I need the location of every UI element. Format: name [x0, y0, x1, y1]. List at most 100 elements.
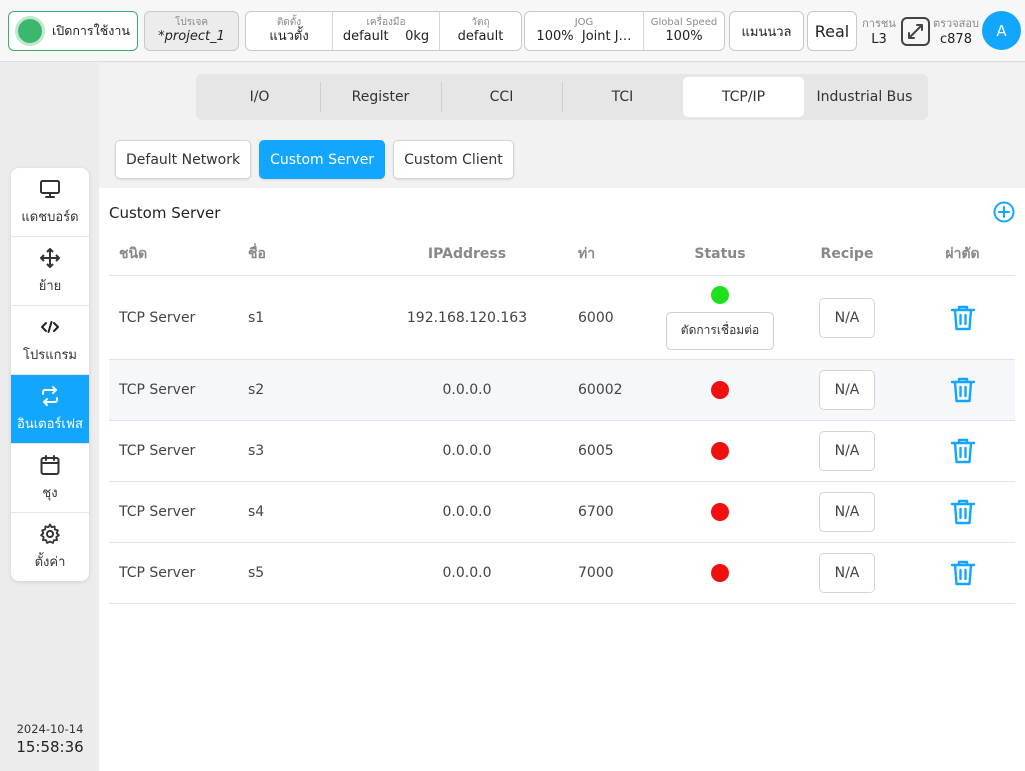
cell-status	[656, 381, 784, 399]
manual-mode-button[interactable]: แมนนวล	[729, 11, 804, 51]
cell-delete	[910, 437, 1015, 465]
subtab-custom-server[interactable]: Custom Server	[259, 140, 386, 179]
jog-mode: Joint J…	[581, 29, 632, 44]
trash-icon[interactable]	[950, 559, 976, 587]
jog-percent: 100%	[536, 29, 574, 44]
trash-icon[interactable]	[950, 437, 976, 465]
recipe-button[interactable]: N/A	[819, 431, 875, 471]
disconnect-button[interactable]: ตัดการเชื่อมต่อ	[665, 311, 775, 350]
jog-speed-group[interactable]: JOG 100% Joint J… Global Speed 100%	[524, 11, 725, 51]
project-label: โปรเจค	[174, 17, 209, 28]
clock: 2024-10-14 15:58:36	[8, 722, 92, 756]
subtab-default-network[interactable]: Default Network	[115, 140, 252, 179]
status-disconnected-icon	[711, 442, 729, 460]
sidebar-item-label: อินเตอร์เฟส	[17, 416, 83, 432]
cell-ip: 0.0.0.0	[442, 504, 492, 520]
tool-value: default 0kg	[333, 29, 439, 45]
cell-recipe: N/A	[784, 553, 910, 593]
tab-tci[interactable]: TCI	[562, 77, 683, 117]
cell-type: TCP Server	[119, 309, 196, 326]
status-disconnected-icon	[711, 381, 729, 399]
sidebar-item-interface[interactable]: อินเตอร์เฟส	[11, 375, 89, 444]
global-speed-value: 100%	[665, 29, 703, 44]
recipe-button[interactable]: N/A	[819, 297, 875, 338]
recipe-button[interactable]: N/A	[819, 492, 875, 532]
cell-port: 60002	[578, 382, 623, 398]
status-connected-icon	[711, 285, 729, 304]
status-disconnected-icon	[711, 564, 729, 582]
collision-label: การชน	[862, 17, 896, 30]
header-type: ชนิด	[119, 246, 148, 262]
project-selector[interactable]: โปรเจค *project_1	[144, 11, 239, 51]
add-server-icon[interactable]	[993, 201, 1015, 223]
cell-name: s5	[248, 565, 265, 581]
cell-name: s1	[248, 309, 265, 326]
global-speed-cell[interactable]: Global Speed 100%	[643, 12, 724, 50]
clock-date: 2024-10-14	[16, 722, 84, 736]
server-table: ชนิด ชื่อ IPAddress ท่า Status Recipe ผ่…	[109, 233, 1015, 604]
object-cell[interactable]: วัตถุ default	[439, 12, 521, 50]
avatar[interactable]: A	[982, 11, 1021, 50]
power-status-icon	[18, 19, 42, 43]
tab-tcp-ip[interactable]: TCP/IP	[683, 77, 804, 117]
calendar-icon	[40, 454, 60, 475]
jog-cell[interactable]: JOG 100% Joint J…	[525, 12, 643, 50]
expand-icon[interactable]	[900, 16, 931, 47]
move-icon	[40, 247, 60, 268]
jog-label: JOG	[574, 17, 594, 28]
cell-delete	[910, 376, 1015, 404]
header-ip: IPAddress	[427, 246, 507, 262]
install-cell[interactable]: ติดตั้ง แนวตั้ง	[246, 12, 332, 50]
section-title: Custom Server	[109, 204, 221, 222]
cell-recipe: N/A	[784, 297, 910, 338]
status-disconnected-icon	[711, 503, 729, 521]
check-status[interactable]: ตรวจสอบ c878	[932, 14, 980, 47]
tab-cci[interactable]: CCI	[441, 77, 562, 117]
recipe-button[interactable]: N/A	[819, 370, 875, 410]
cell-port: 7000	[578, 565, 614, 581]
real-mode-button[interactable]: Real	[807, 11, 857, 51]
cell-name: s3	[248, 443, 265, 459]
cell-type: TCP Server	[119, 382, 196, 398]
top-bar: เปิดการใช้งาน โปรเจค *project_1 ติดตั้ง …	[0, 0, 1025, 62]
tool-cell[interactable]: เครื่องมือ default 0kg	[332, 12, 439, 50]
table-row: TCP Server s1 192.168.120.163 6000 ตัดกา…	[109, 276, 1015, 360]
table-row: TCP Server s2 0.0.0.0 60002 N/A	[109, 360, 1015, 421]
trash-icon[interactable]	[950, 304, 976, 332]
power-button[interactable]: เปิดการใช้งาน	[8, 11, 138, 51]
install-tool-object-group[interactable]: ติดตั้ง แนวตั้ง เครื่องมือ default 0kg ว…	[245, 11, 522, 51]
table-row: TCP Server s5 0.0.0.0 7000 N/A	[109, 543, 1015, 604]
tab-register[interactable]: Register	[320, 77, 441, 117]
sidebar-item-program[interactable]: โปรแกรม	[11, 306, 89, 375]
trash-icon[interactable]	[950, 498, 976, 526]
subtab-custom-client[interactable]: Custom Client	[393, 140, 514, 179]
tab-io[interactable]: I/O	[249, 89, 270, 105]
header-delete: ผ่าตัด	[945, 246, 980, 262]
clock-time: 15:58:36	[16, 738, 84, 756]
swap-icon	[42, 385, 58, 406]
code-icon	[41, 320, 59, 333]
sidebar-item-label: ชุง	[42, 485, 58, 501]
cell-name: s4	[248, 504, 265, 520]
trash-icon[interactable]	[950, 376, 976, 404]
tab-industrial-bus[interactable]: Industrial Bus	[816, 89, 913, 105]
main-panel: I/O Register CCI TCI TCP/IP Industrial B…	[99, 63, 1025, 771]
header-recipe: Recipe	[820, 246, 874, 262]
cell-port: 6000	[578, 309, 614, 326]
sidebar-item-label: โปรแกรม	[22, 347, 78, 363]
install-label: ติดตั้ง	[276, 17, 302, 28]
cell-delete	[910, 559, 1015, 587]
sidebar-item-dashboard[interactable]: แดชบอร์ด	[11, 168, 89, 237]
sidebar: แดชบอร์ด ย้าย โปรแกรม อินเตอร์เฟส ชุง ตั…	[11, 168, 89, 581]
cell-ip: 0.0.0.0	[442, 565, 492, 581]
sidebar-item-move[interactable]: ย้าย	[11, 237, 89, 306]
sidebar-item-settings[interactable]: ตั้งค่า	[11, 513, 89, 581]
table-row: TCP Server s3 0.0.0.0 6005 N/A	[109, 421, 1015, 482]
cell-recipe: N/A	[784, 492, 910, 532]
sidebar-item-schedule[interactable]: ชุง	[11, 444, 89, 513]
recipe-button[interactable]: N/A	[819, 553, 875, 593]
monitor-icon	[40, 179, 60, 198]
header-name: ชื่อ	[248, 246, 266, 262]
object-value: default	[457, 29, 504, 44]
collision-level[interactable]: การชน L3	[861, 14, 897, 47]
